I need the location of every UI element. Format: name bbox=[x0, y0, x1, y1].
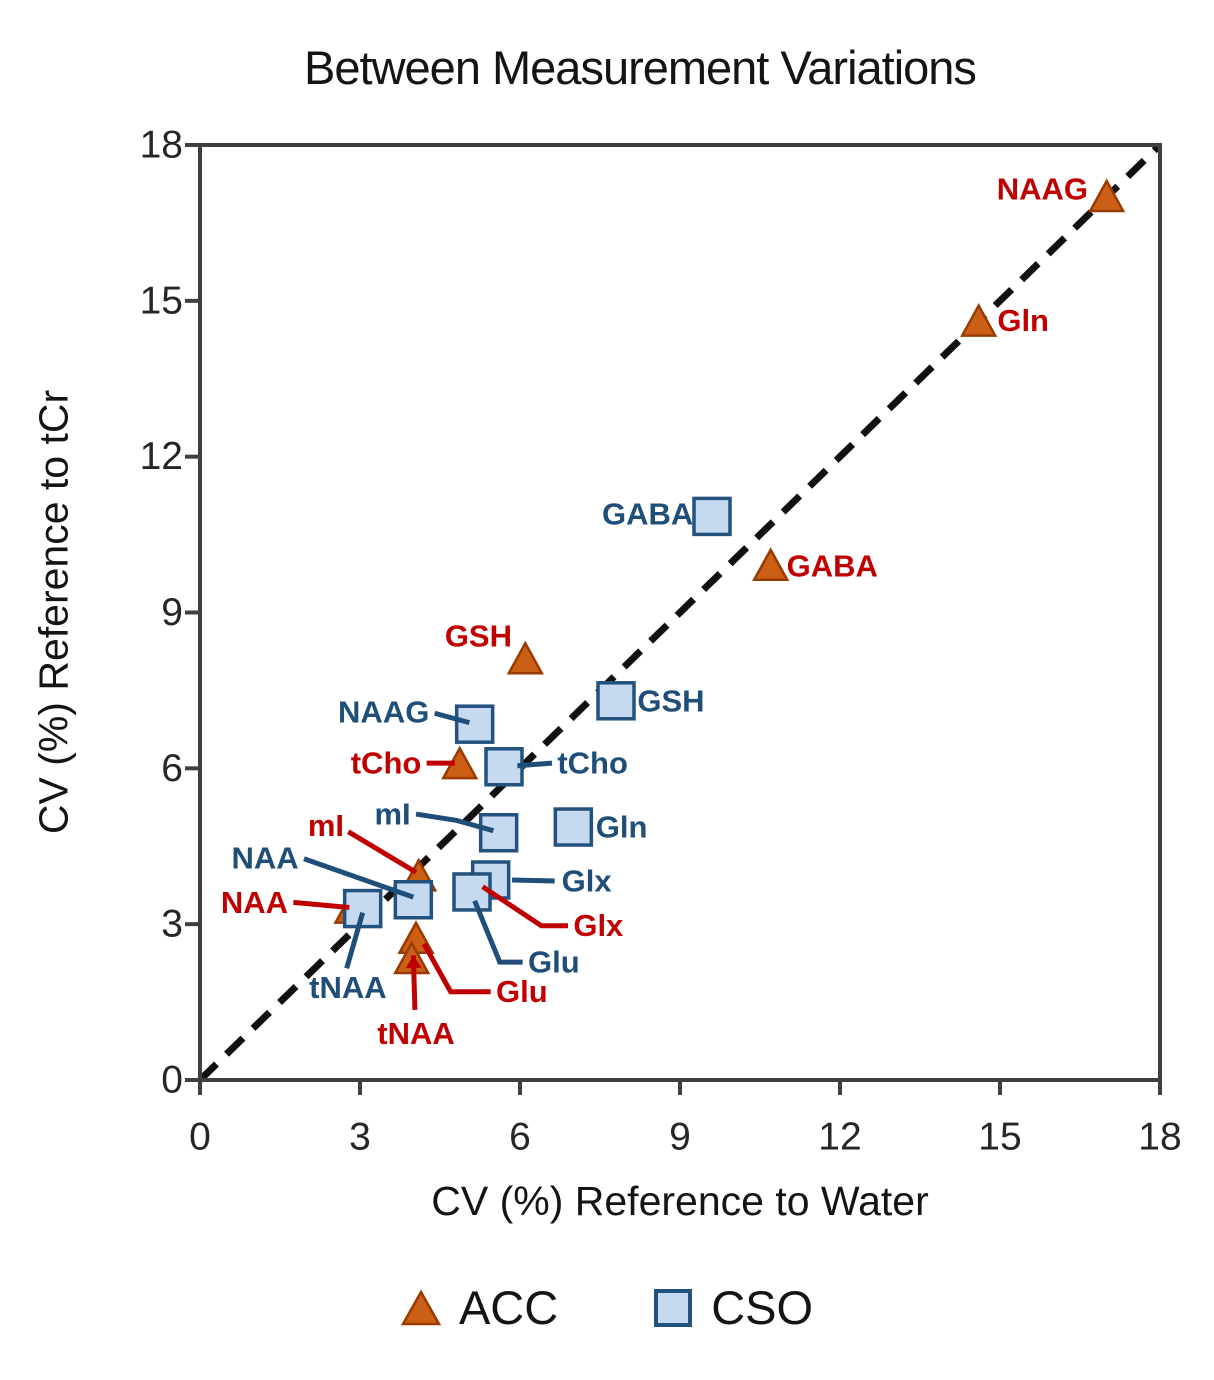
leader-CSO-Glx bbox=[511, 877, 555, 884]
label-CSO-GSH: GSH bbox=[637, 683, 704, 718]
y-tick-label: 0 bbox=[161, 1059, 183, 1102]
label-CSO-mI: mI bbox=[374, 797, 410, 832]
label-CSO-Glx: Glx bbox=[562, 864, 613, 899]
chart-title: Between Measurement Variations bbox=[304, 41, 977, 94]
y-tick-label: 12 bbox=[140, 435, 183, 478]
y-tick-label: 3 bbox=[161, 903, 183, 946]
point-CSO-NAAG bbox=[454, 704, 495, 744]
label-ACC-NAA: NAA bbox=[221, 885, 288, 920]
point-ACC-GABA bbox=[752, 547, 790, 581]
point-CSO-Gln bbox=[553, 807, 594, 847]
label-ACC-GSH: GSH bbox=[445, 618, 512, 653]
label-ACC-tCho: tCho bbox=[351, 746, 422, 781]
point-ACC-Gln bbox=[960, 303, 998, 337]
x-tick-label: 18 bbox=[1138, 1116, 1181, 1159]
label-ACC-Glx: Glx bbox=[573, 908, 624, 943]
label-ACC-GABA: GABA bbox=[787, 548, 878, 583]
label-ACC-Glu: Glu bbox=[496, 974, 548, 1009]
x-tick-label: 15 bbox=[978, 1116, 1021, 1159]
point-CSO-mI bbox=[478, 812, 519, 853]
leader-arrow-ACC-tNAA bbox=[405, 955, 422, 969]
y-tick-label: 15 bbox=[140, 279, 183, 322]
leader-CSO-NAA bbox=[303, 856, 415, 900]
plot-frame bbox=[198, 143, 1162, 1082]
leader-CSO-tNAA bbox=[344, 912, 366, 970]
label-CSO-Gln: Gln bbox=[596, 810, 648, 845]
label-CSO-GABA: GABA bbox=[602, 496, 693, 531]
label-CSO-NAA: NAA bbox=[231, 841, 298, 876]
identity-line bbox=[197, 142, 1163, 1083]
label-CSO-Glu: Glu bbox=[528, 945, 580, 980]
leader-CSO-mI bbox=[415, 811, 495, 834]
leader-ACC-Glu bbox=[421, 942, 491, 995]
label-CSO-tNAA: tNAA bbox=[309, 970, 387, 1005]
legend-item-cso: CSO bbox=[653, 1280, 813, 1335]
y-axis-title: CV (%) Reference to tCr bbox=[30, 389, 77, 835]
leader-CSO-NAAG bbox=[434, 710, 470, 726]
leader-ACC-Glx bbox=[481, 884, 568, 929]
point-CSO-NAA bbox=[393, 880, 434, 920]
x-tick-label: 9 bbox=[669, 1116, 691, 1159]
x-axis-title: CV (%) Reference to Water bbox=[431, 1178, 929, 1224]
y-tick-label: 18 bbox=[140, 124, 183, 167]
label-ACC-tNAA: tNAA bbox=[377, 1016, 455, 1051]
x-tick-label: 3 bbox=[349, 1116, 371, 1159]
label-ACC-Gln: Gln bbox=[997, 303, 1049, 338]
point-CSO-tCho bbox=[484, 747, 524, 787]
point-CSO-GSH bbox=[596, 681, 636, 721]
legend-item-acc: ACC bbox=[400, 1280, 559, 1335]
point-ACC-NAAG bbox=[1088, 178, 1126, 213]
point-ACC-GSH bbox=[506, 640, 544, 675]
x-tick-label: 0 bbox=[189, 1116, 211, 1159]
legend-label-acc: ACC bbox=[458, 1281, 559, 1334]
point-CSO-GABA bbox=[692, 496, 732, 537]
leader-CSO-tCho bbox=[517, 760, 553, 769]
y-tick-label: 9 bbox=[161, 591, 183, 634]
x-tick-label: 12 bbox=[818, 1116, 861, 1159]
legend: ACC CSO bbox=[0, 1280, 1214, 1335]
label-CSO-NAAG: NAAG bbox=[338, 695, 429, 730]
y-tick-label: 6 bbox=[161, 747, 183, 790]
x-tick-label: 6 bbox=[509, 1116, 531, 1159]
label-ACC-NAAG: NAAG bbox=[997, 172, 1088, 207]
triangle-marker-icon bbox=[400, 1288, 441, 1325]
point-CSO-Glu bbox=[452, 872, 492, 912]
label-CSO-tCho: tCho bbox=[557, 746, 628, 781]
leader-CSO-Glu bbox=[472, 899, 523, 965]
square-marker-icon bbox=[654, 1288, 693, 1327]
label-ACC-mI: mI bbox=[308, 808, 344, 843]
legend-label-cso: CSO bbox=[711, 1281, 814, 1334]
leader-ACC-mI bbox=[346, 829, 418, 875]
leader-ACC-NAA bbox=[293, 899, 350, 911]
